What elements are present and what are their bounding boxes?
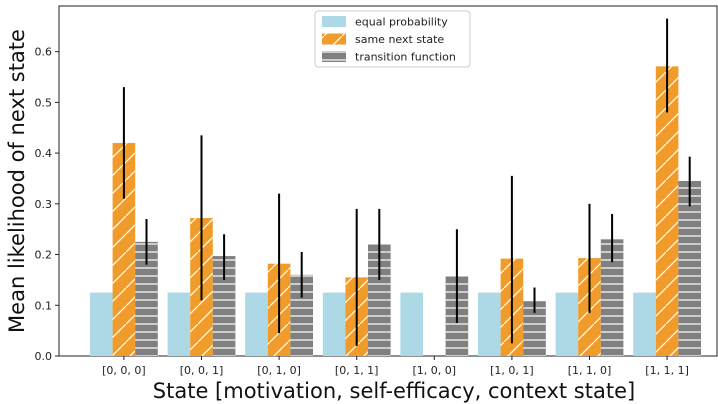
- bar-none-series-0: [400, 292, 423, 356]
- bar-hatch-overlay: [112, 142, 136, 356]
- legend-box: [314, 10, 471, 68]
- bar-hatch-overlay: [600, 239, 624, 356]
- bars-group: [90, 66, 701, 357]
- legend-label: equal probability: [355, 16, 448, 29]
- bar-hatch-overlay: [523, 301, 546, 356]
- bar-none-series-0: [478, 292, 501, 356]
- x-tick-label: [1, 0, 0]: [413, 364, 457, 377]
- bar-hatch-overlay: [212, 256, 236, 356]
- bar-none-series-0: [167, 292, 191, 356]
- x-tick-label: [1, 1, 1]: [645, 364, 689, 377]
- y-tick-label: 0.6: [35, 46, 53, 59]
- y-tick-label: 0.4: [35, 147, 53, 160]
- y-tick-label: 0.2: [35, 249, 53, 262]
- error-bars-group: [122, 18, 691, 346]
- bar-hatch-overlay: [678, 181, 701, 356]
- x-axis-label: State [motivation, self-efficacy, contex…: [153, 379, 635, 403]
- bar-none-series-0: [245, 292, 268, 356]
- bar-hatch-overlay: [655, 66, 679, 357]
- y-axis: 0.0 0.1 0.2 0.3 0.4 0.5 0.6: [35, 46, 59, 363]
- legend-swatch-hatch: [322, 33, 346, 45]
- y-tick-label: 0.3: [35, 198, 53, 211]
- x-tick-label: [0, 1, 1]: [335, 364, 379, 377]
- bar-none-series-0: [555, 292, 579, 356]
- x-tick-label: [0, 0, 0]: [102, 364, 146, 377]
- y-axis-label: Mean likelihood of next state: [5, 29, 29, 333]
- bar-hatch-overlay: [290, 274, 313, 356]
- bar-none-series-0: [633, 292, 656, 356]
- legend-swatch: [322, 16, 346, 27]
- x-tick-label: [0, 1, 0]: [257, 364, 301, 377]
- y-tick-label: 0.1: [35, 299, 53, 312]
- bar-hatch-overlay: [368, 244, 391, 356]
- x-tick-label: [1, 0, 1]: [490, 364, 534, 377]
- legend: equal probability same next state transiti…: [314, 10, 471, 68]
- legend-label: transition function: [355, 51, 456, 64]
- x-axis: [0, 0, 0] [0, 0, 1] [0, 1, 0] [0, 1, 1] [1, …: [102, 356, 689, 377]
- bar-none-series-0: [322, 292, 346, 356]
- x-tick-label: [1, 1, 0]: [568, 364, 612, 377]
- bar-none-series-0: [90, 292, 113, 356]
- x-tick-label: [0, 0, 1]: [180, 364, 224, 377]
- bar-hatch-overlay: [135, 241, 158, 356]
- legend-label: same next state: [355, 33, 444, 46]
- y-tick-label: 0.5: [35, 96, 53, 109]
- legend-swatch-hatch: [322, 51, 346, 62]
- y-tick-label: 0.0: [35, 350, 53, 363]
